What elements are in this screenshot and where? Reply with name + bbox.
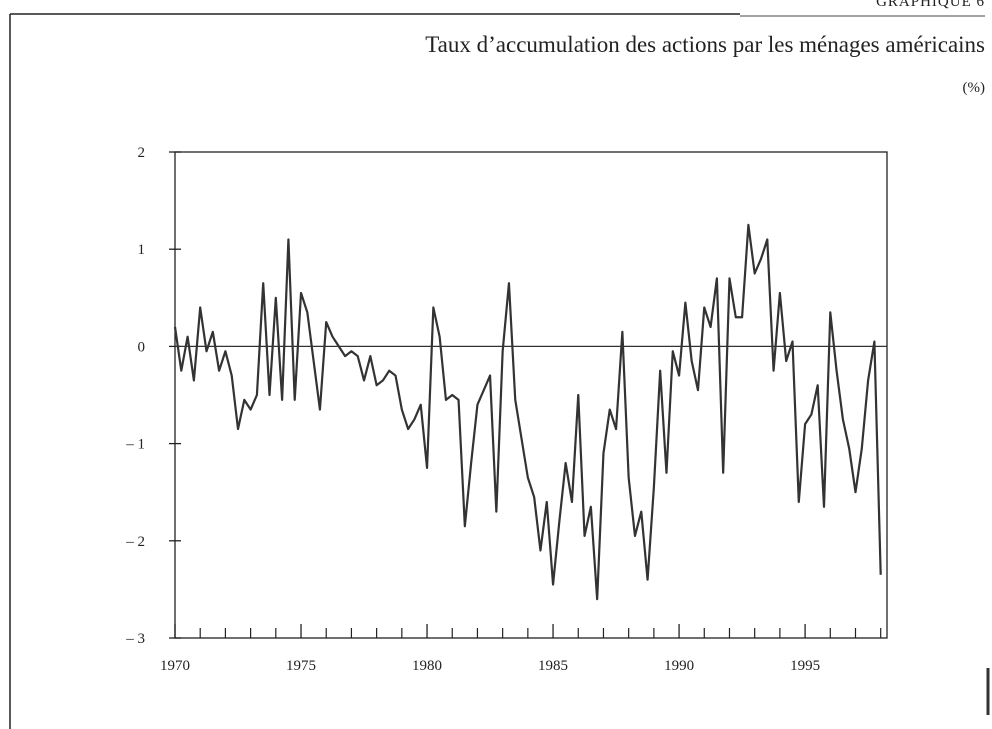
unit-label: (%)	[963, 80, 986, 96]
y-tick-label: – 3	[125, 631, 145, 647]
y-tick-label: 2	[138, 145, 146, 161]
x-tick-label: 1985	[538, 658, 568, 674]
y-tick-label: – 1	[125, 437, 145, 453]
chart-header: GRAPHIQUE 6	[876, 0, 985, 10]
chart-title: Taux d’accumulation des actions par les …	[425, 32, 985, 57]
x-tick-label: 1990	[664, 658, 694, 674]
x-tick-label: 1975	[286, 658, 316, 674]
data-line	[173, 223, 882, 601]
y-tick-label: 0	[138, 339, 146, 355]
y-tick-label: 1	[138, 242, 146, 258]
plot-frame	[174, 151, 888, 639]
x-tick-label: 1970	[160, 658, 190, 674]
x-tick-label: 1995	[790, 658, 820, 674]
x-tick-label: 1980	[412, 658, 442, 674]
y-tick-label: – 2	[125, 534, 145, 550]
